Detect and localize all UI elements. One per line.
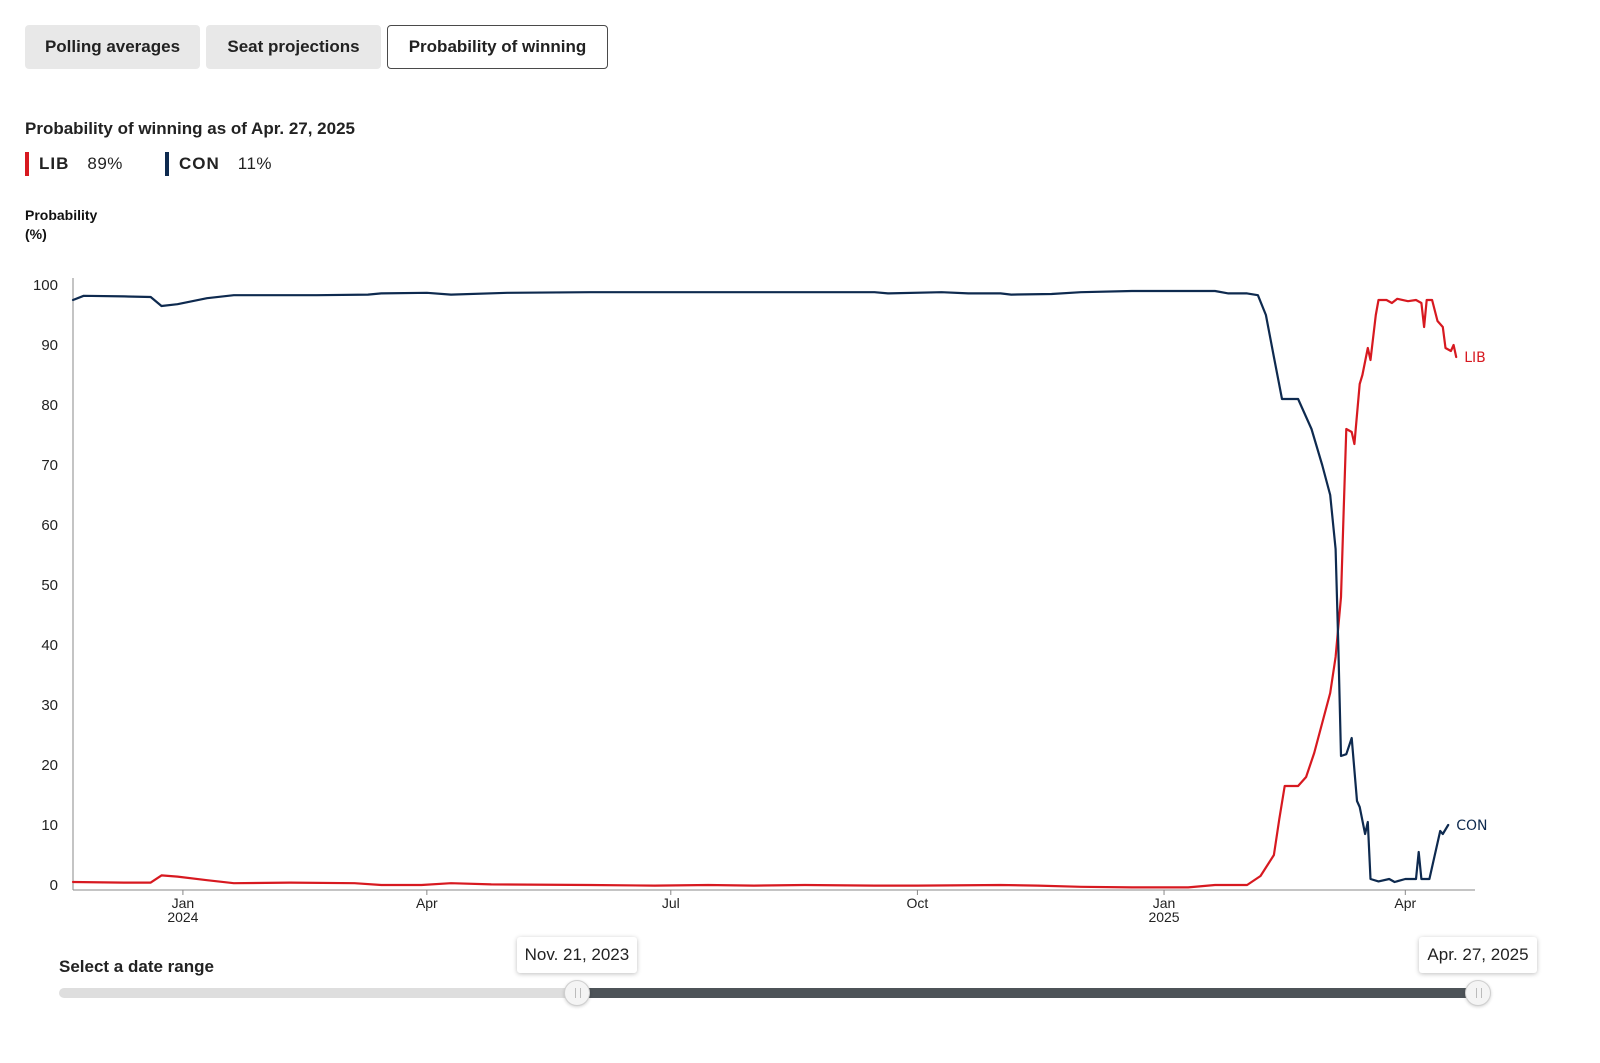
series-end-label-con: CON — [1456, 818, 1487, 834]
x-tick-label: Jan — [1153, 895, 1176, 911]
y-axis-title-line1: Probability — [25, 207, 98, 223]
legend-value-lib: 89% — [87, 154, 123, 173]
x-tick-year-label: 2025 — [1148, 909, 1179, 925]
series-line-lib — [71, 297, 1458, 889]
y-tick-label: 70 — [41, 457, 58, 474]
legend-party-con: CON — [179, 154, 220, 173]
x-tick-label: Jan — [172, 895, 195, 911]
chart-headline: Probability of winning as of Apr. 27, 20… — [25, 119, 355, 138]
y-tick-label: 0 — [50, 877, 58, 894]
legend-item-lib: LIB 89% — [25, 152, 123, 176]
date-range-start-handle[interactable] — [563, 980, 590, 1006]
y-tick-label: 90 — [41, 337, 58, 354]
y-tick-label: 30 — [41, 697, 58, 714]
y-tick-label: 40 — [41, 637, 58, 654]
legend-party-lib: LIB — [39, 154, 70, 173]
date-range-end-tooltip: Apr. 27, 2025 — [1419, 937, 1537, 973]
y-tick-label: 50 — [41, 577, 58, 594]
y-tick-label: 20 — [41, 757, 58, 774]
x-tick-label: Jul — [662, 895, 680, 911]
tab-probability-of-winning[interactable]: Probability of winning — [387, 25, 608, 69]
date-range-end-handle[interactable] — [1465, 980, 1491, 1006]
date-range-start-tooltip: Nov. 21, 2023 — [516, 937, 637, 973]
legend-item-con: CON 11% — [165, 152, 272, 176]
tab-seat-projections[interactable]: Seat projections — [206, 25, 381, 69]
y-tick-label: 60 — [41, 517, 58, 534]
legend-swatch-lib — [25, 152, 29, 176]
x-tick-label: Oct — [907, 895, 929, 911]
date-range-selected[interactable] — [576, 988, 1478, 998]
legend-swatch-con — [165, 152, 169, 176]
y-axis-title: Probability (%) — [25, 206, 145, 244]
y-tick-label: 10 — [41, 817, 58, 834]
series-end-label-lib: LIB — [1464, 350, 1486, 366]
y-tick-label: 80 — [41, 397, 58, 414]
y-tick-label: 100 — [33, 277, 58, 294]
series-line-con — [71, 289, 1450, 884]
tab-polling-averages[interactable]: Polling averages — [25, 25, 200, 69]
y-axis-title-line2: (%) — [25, 226, 47, 242]
x-tick-label: Apr — [1394, 895, 1416, 911]
legend-value-con: 11% — [237, 154, 273, 173]
x-tick-label: Apr — [416, 895, 438, 911]
x-tick-year-label: 2024 — [167, 909, 198, 925]
date-range-label: Select a date range — [59, 957, 214, 976]
